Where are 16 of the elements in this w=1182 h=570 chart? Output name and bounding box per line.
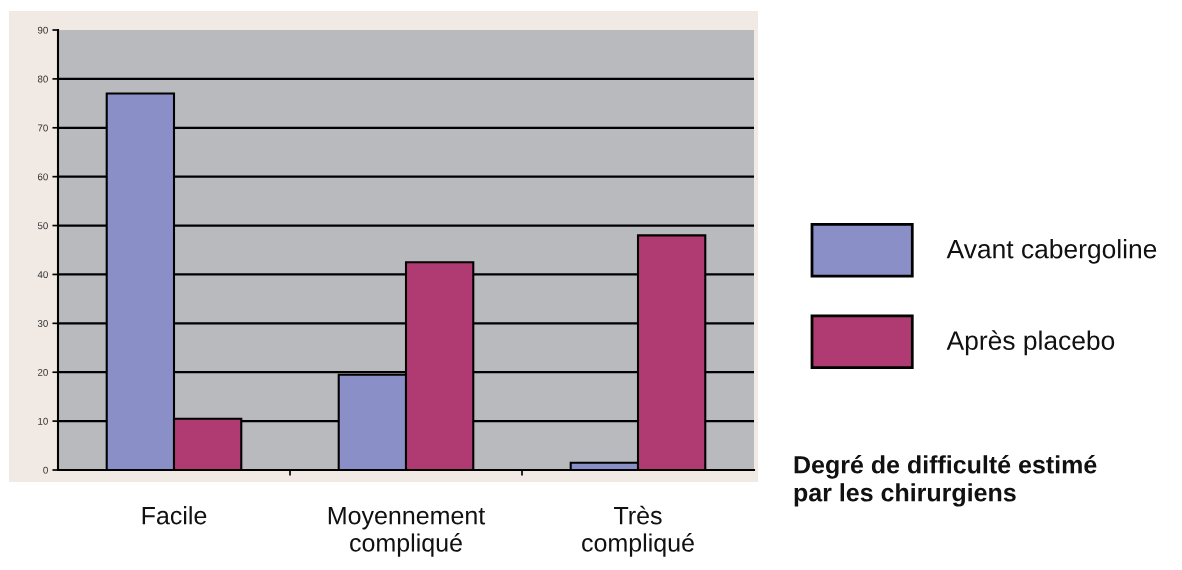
- y-tick-label: 80: [37, 75, 48, 83]
- y-tick-label: 90: [37, 26, 48, 34]
- x-tick-label: Moyennement compliqué: [328, 507, 486, 557]
- text: Degré de difficulté estimé par les chirurgiens: [794, 455, 1097, 507]
- y-tick-label: 60: [37, 173, 48, 181]
- y-tick-label: 50: [37, 222, 48, 230]
- y-tick-label: 40: [37, 271, 48, 279]
- x-tick-label: Facile: [142, 506, 207, 525]
- y-tick-label: 30: [37, 320, 48, 327]
- y-tick-label: 10: [38, 417, 48, 425]
- y-tick-label: 0: [43, 466, 48, 474]
- y-tick-label: 20: [37, 368, 48, 376]
- legend-label: Avant cabergoline: [946, 239, 1157, 264]
- legend-label: Après placebo: [946, 330, 1115, 356]
- x-tick-label: Très compliqué: [582, 505, 694, 557]
- y-tick-label: 70: [37, 124, 48, 132]
